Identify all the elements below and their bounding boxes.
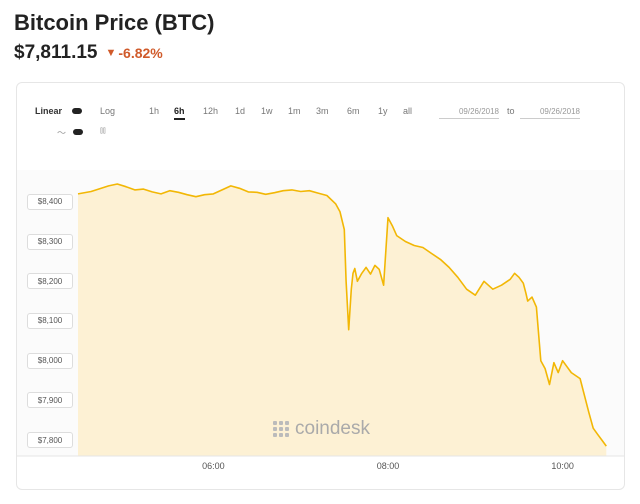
scale-log-label[interactable]: Log bbox=[100, 106, 116, 116]
range-button-1w[interactable]: 1w bbox=[261, 106, 273, 116]
line-chart-icon[interactable]: 〜 bbox=[57, 128, 67, 138]
range-button-3m[interactable]: 3m bbox=[316, 106, 329, 116]
coindesk-logo-icon bbox=[273, 421, 289, 437]
down-triangle-icon: ▼ bbox=[105, 47, 117, 59]
range-button-1h[interactable]: 1h bbox=[149, 106, 160, 116]
x-tick-label: 06:00 bbox=[202, 461, 225, 471]
range-button-all[interactable]: all bbox=[403, 106, 413, 116]
current-price: $7,811.15 bbox=[14, 42, 98, 63]
x-tick-label: 10:00 bbox=[551, 461, 574, 471]
scale-linear-label[interactable]: Linear bbox=[35, 106, 63, 116]
y-tick-label: $8,100 bbox=[27, 312, 73, 329]
y-tick-label: $8,200 bbox=[27, 273, 73, 290]
chart-card: Linear Log 〜 ⫾⫾ 1h 6h 12h 1d 1w 1m 3m 6m 1y all 0… bbox=[16, 82, 625, 490]
date-from-input[interactable]: 09/26/2018 bbox=[439, 107, 499, 119]
page-title: Bitcoin Price (BTC) bbox=[14, 10, 215, 35]
range-button-1d[interactable]: 1d bbox=[235, 106, 246, 116]
range-button-1m[interactable]: 1m bbox=[288, 106, 301, 116]
price-area-fill bbox=[78, 184, 607, 456]
range-button-1y[interactable]: 1y bbox=[378, 106, 388, 116]
date-to-label: to bbox=[507, 106, 515, 116]
price-change: ▼ -6.82% bbox=[105, 45, 162, 61]
range-button-6h[interactable]: 6h bbox=[174, 106, 185, 120]
y-tick-label: $8,400 bbox=[27, 193, 73, 210]
scale-toggle[interactable] bbox=[72, 108, 82, 114]
x-tick-label: 08:00 bbox=[376, 461, 400, 471]
range-button-12h[interactable]: 12h bbox=[203, 106, 219, 116]
y-tick-label: $7,900 bbox=[27, 392, 73, 409]
price-change-value: -6.82% bbox=[118, 45, 163, 61]
price-row: $7,811.15 ▼ -6.82% bbox=[14, 42, 163, 64]
date-to-input[interactable]: 09/26/2018 bbox=[520, 107, 580, 119]
range-button-6m[interactable]: 6m bbox=[347, 106, 360, 116]
y-tick-label: $8,000 bbox=[27, 352, 73, 369]
y-tick-label: $8,300 bbox=[27, 233, 73, 250]
chart-type-toggle[interactable] bbox=[73, 129, 83, 135]
price-chart bbox=[17, 170, 624, 457]
coindesk-watermark: coindesk bbox=[273, 418, 370, 440]
y-tick-label: $7,800 bbox=[27, 432, 73, 449]
watermark-text: coindesk bbox=[295, 418, 370, 439]
price-line bbox=[77, 183, 607, 447]
candlestick-icon[interactable]: ⫾⫾ bbox=[100, 125, 106, 135]
